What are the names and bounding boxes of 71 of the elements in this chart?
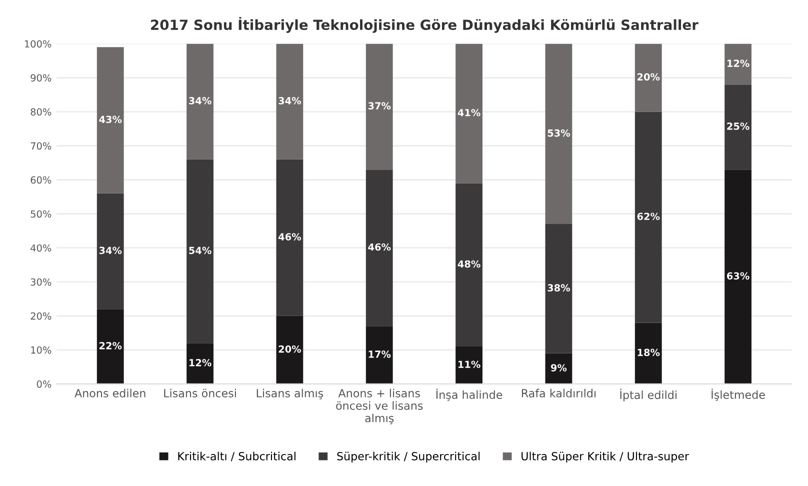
bar — [186, 159, 214, 344]
data-label: 34% — [189, 97, 212, 104]
data-label: 25% — [727, 122, 750, 130]
data-label: 34% — [99, 246, 122, 254]
data-label: 20% — [278, 345, 302, 353]
x-tick-label: Anons + lisans öncesi ve lisans almış — [336, 388, 423, 424]
bar — [545, 224, 572, 354]
y-tick-label: 100% — [24, 40, 52, 48]
x-tick-label: İptal edildi — [620, 388, 676, 402]
legend-label: Kritik-altı / Subcritical — [178, 452, 296, 462]
data-label: 11% — [458, 360, 480, 368]
data-label: 20% — [638, 73, 660, 81]
data-label: 54% — [189, 246, 212, 254]
data-label: 17% — [368, 350, 391, 358]
data-label: 48% — [458, 260, 480, 268]
bar — [724, 44, 752, 85]
y-tick-label: 10% — [31, 346, 52, 354]
bar — [366, 170, 393, 326]
bar — [634, 322, 662, 384]
y-tick-label: 90% — [30, 74, 52, 82]
bar — [96, 193, 124, 310]
x-tick-label: Lisans almış — [256, 388, 324, 400]
y-tick-label: 30% — [30, 278, 52, 286]
bar — [366, 326, 393, 384]
y-tick-label: 40% — [30, 244, 52, 252]
bar — [186, 343, 214, 384]
x-tick-label: İşletmede — [712, 388, 765, 401]
data-label: 18% — [638, 348, 660, 356]
bar — [96, 309, 124, 384]
data-label: 37% — [368, 102, 391, 110]
bar — [456, 183, 482, 347]
bar — [276, 44, 304, 160]
data-label: 38% — [548, 284, 570, 292]
bar — [276, 316, 304, 384]
bar — [724, 170, 752, 384]
bar — [276, 159, 304, 316]
y-tick-label: 60% — [30, 176, 52, 184]
chart-title: 2017 Sonu İtibariyle Teknolojisine Göre Dünyadaki Kömürlü Santraller — [151, 17, 698, 33]
x-tick-label: Rafa kaldırıldı — [522, 388, 596, 398]
data-label: 53% — [548, 129, 570, 137]
bar — [634, 44, 662, 112]
data-label: 22% — [99, 342, 122, 350]
y-tick-label: 20% — [30, 312, 52, 320]
data-label: 62% — [637, 212, 660, 220]
bar — [96, 47, 124, 194]
data-label: 41% — [458, 108, 480, 116]
data-label: 12% — [728, 60, 750, 67]
x-tick-label: İnşa halinde — [436, 388, 502, 401]
y-tick-label: 70% — [30, 142, 52, 150]
bar — [545, 353, 572, 384]
bar — [186, 44, 214, 160]
bar — [456, 44, 482, 184]
bar — [724, 84, 752, 170]
data-label: 34% — [278, 97, 302, 104]
legend-label: Süper-kritik / Supercritical — [337, 452, 480, 463]
data-label: 46% — [368, 243, 391, 251]
data-label: 63% — [727, 272, 750, 280]
x-tick-label: Anons edilen — [74, 388, 146, 398]
data-label: 46% — [278, 233, 302, 240]
bar — [545, 44, 572, 224]
bar — [634, 112, 662, 323]
legend-label: Ultra Süper Kritik / Ultra-super — [522, 452, 690, 463]
y-tick-label: 0% — [36, 380, 52, 388]
data-label: 43% — [99, 116, 122, 124]
data-label: 9% — [550, 364, 567, 372]
y-tick-label: 80% — [30, 108, 52, 116]
bar — [456, 346, 482, 384]
x-tick-label: Lisans öncesi — [164, 388, 236, 398]
y-tick-label: 50% — [30, 210, 52, 218]
bar — [366, 44, 393, 170]
data-label: 12% — [189, 358, 212, 366]
